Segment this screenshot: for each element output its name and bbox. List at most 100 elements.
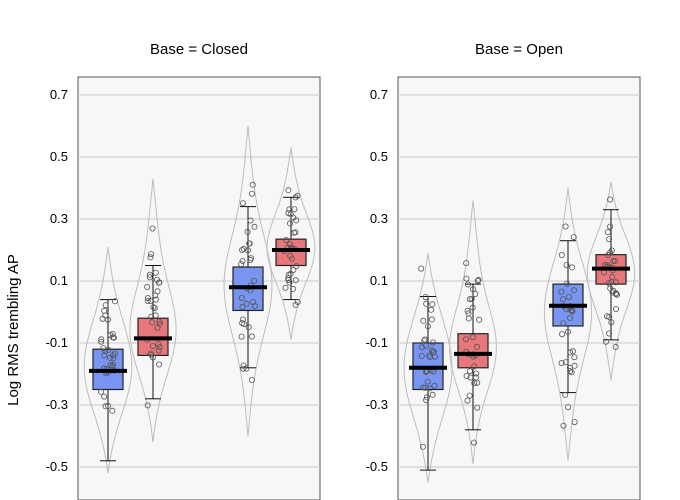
y-tick-label: -0.1	[366, 335, 388, 350]
data-point	[423, 396, 430, 403]
data-point	[246, 240, 253, 247]
data-point	[606, 330, 613, 337]
data-point	[293, 217, 300, 224]
data-point	[429, 301, 436, 308]
data-point	[149, 319, 156, 326]
data-point	[244, 228, 251, 235]
data-point	[469, 304, 476, 311]
data-point	[604, 313, 611, 320]
data-point	[606, 236, 613, 243]
data-point	[569, 308, 576, 315]
data-point	[560, 422, 567, 429]
data-point	[155, 341, 162, 348]
data-point	[429, 339, 436, 346]
data-point	[290, 285, 297, 292]
data-point	[562, 223, 569, 230]
data-point	[286, 220, 293, 227]
data-point	[570, 234, 577, 241]
data-point	[562, 391, 569, 398]
data-point	[285, 275, 292, 282]
data-point	[476, 316, 483, 323]
box	[457, 333, 489, 369]
data-point	[283, 236, 290, 243]
y-axis-title: Log RMS trembling AP	[5, 254, 22, 406]
panel-background	[77, 76, 321, 500]
data-point	[239, 200, 246, 207]
violin	[543, 187, 593, 461]
data-point	[571, 354, 578, 361]
data-point	[424, 323, 431, 330]
data-point	[426, 385, 433, 392]
data-point	[154, 288, 161, 295]
data-point	[110, 355, 117, 362]
data-point	[467, 374, 474, 381]
data-point	[282, 284, 289, 291]
data-point	[245, 324, 252, 331]
y-tick-label: 0.5	[370, 149, 388, 164]
data-point	[463, 372, 470, 379]
data-point	[156, 344, 163, 351]
data-point	[424, 378, 431, 385]
data-point	[473, 370, 480, 377]
y-tick-label: 0.7	[50, 87, 68, 102]
data-point	[464, 307, 471, 314]
data-point	[567, 368, 574, 375]
data-point	[291, 206, 298, 213]
data-point	[558, 288, 565, 295]
data-point	[285, 276, 292, 283]
data-point	[241, 321, 248, 328]
data-point	[240, 365, 247, 372]
data-point	[562, 359, 569, 366]
data-point	[156, 279, 163, 286]
data-point	[285, 210, 292, 217]
violin	[403, 253, 453, 483]
data-point	[251, 223, 258, 230]
data-point	[420, 317, 427, 324]
data-point	[419, 443, 426, 450]
data-point	[608, 247, 615, 254]
data-point	[605, 280, 612, 287]
data-point	[614, 291, 621, 298]
y-tick-label: 0.7	[370, 87, 388, 102]
data-point	[466, 296, 473, 303]
data-point	[149, 225, 156, 232]
data-point	[571, 419, 578, 426]
data-point	[152, 296, 159, 303]
panel-1: Base = Closed -0.5 -0.3 -0.1 0.1 0.3 0.5 0.7	[46, 41, 321, 500]
data-point	[571, 362, 578, 369]
data-point	[155, 347, 162, 354]
data-point	[105, 402, 112, 409]
data-point	[612, 343, 619, 350]
data-point	[474, 277, 481, 284]
data-point	[607, 223, 614, 230]
data-point	[428, 316, 435, 323]
data-point	[463, 275, 470, 282]
data-point	[469, 286, 476, 293]
data-point	[475, 276, 482, 283]
data-point	[418, 352, 425, 359]
data-point	[154, 324, 161, 331]
data-point	[567, 314, 574, 321]
y-tick-label: -0.5	[46, 459, 68, 474]
data-point	[613, 290, 620, 297]
y-tick-label: -0.1	[46, 335, 68, 350]
data-point	[102, 302, 109, 309]
data-point	[465, 315, 472, 322]
data-point	[146, 271, 153, 278]
data-point	[558, 251, 565, 258]
violin	[266, 147, 316, 340]
data-point	[146, 274, 153, 281]
violin	[129, 178, 177, 443]
data-point	[471, 380, 478, 387]
violin	[449, 200, 497, 464]
y-tick-label: 0.1	[50, 273, 68, 288]
y-tick-label: -0.3	[366, 397, 388, 412]
y-tick-label: 0.5	[50, 149, 68, 164]
data-point	[462, 336, 469, 343]
data-point	[292, 277, 299, 284]
data-point	[428, 306, 435, 313]
data-point	[422, 384, 429, 391]
data-point	[290, 266, 297, 273]
data-point	[286, 241, 293, 248]
